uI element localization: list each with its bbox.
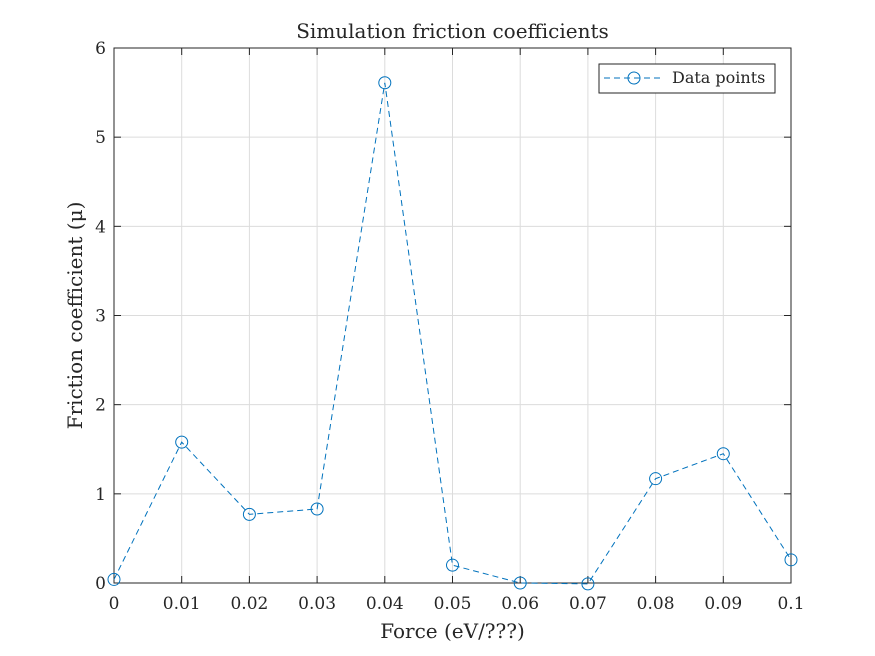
y-tick-label: 0	[95, 574, 106, 594]
data-point	[581, 577, 595, 591]
data-point	[784, 553, 798, 567]
tick-labels: 0 0.01 0.02 0.03 0.04 0.05 0.06 0.07 0.08 0.09 0.1…	[95, 39, 804, 614]
series-line	[113, 82, 792, 585]
y-tick-label: 4	[95, 217, 106, 237]
y-tick-label: 6	[95, 39, 106, 59]
data-point	[378, 76, 392, 90]
legend-marker-sample	[627, 71, 641, 85]
y-tick-label: 2	[95, 396, 106, 416]
data-point	[242, 507, 256, 521]
x-tick-label: 0.02	[230, 594, 268, 614]
x-tick-label: 0.07	[569, 594, 607, 614]
data-point	[175, 435, 189, 449]
chart-title: Simulation friction coefficients	[296, 19, 609, 43]
x-tick-label: 0.09	[704, 594, 742, 614]
data-point	[446, 558, 459, 572]
data-point	[107, 572, 121, 586]
x-tick-label: 0.1	[777, 594, 804, 614]
data-point	[310, 502, 324, 516]
x-tick-label: 0.05	[434, 594, 472, 614]
y-tick-label: 3	[95, 307, 106, 327]
data-point	[649, 472, 663, 486]
x-tick-label: 0.04	[366, 594, 404, 614]
y-tick-label: 1	[95, 485, 106, 505]
x-tick-label: 0.01	[163, 594, 201, 614]
legend: Data points	[598, 63, 776, 94]
x-tick-label: 0.08	[637, 594, 675, 614]
data-point	[513, 576, 527, 590]
series-layer	[107, 76, 798, 591]
y-axis-label: Friction coefficient (μ)	[63, 202, 87, 430]
x-tick-label: 0.06	[501, 594, 539, 614]
data-point	[716, 447, 730, 461]
y-tick-label: 5	[95, 128, 106, 148]
x-axis-label: Force (eV/???)	[380, 619, 525, 643]
plot-area-frame	[113, 47, 792, 584]
x-tick-label: 0.03	[298, 594, 336, 614]
x-tick-label: 0	[109, 594, 120, 614]
legend-entry-label: Data points	[672, 68, 765, 87]
